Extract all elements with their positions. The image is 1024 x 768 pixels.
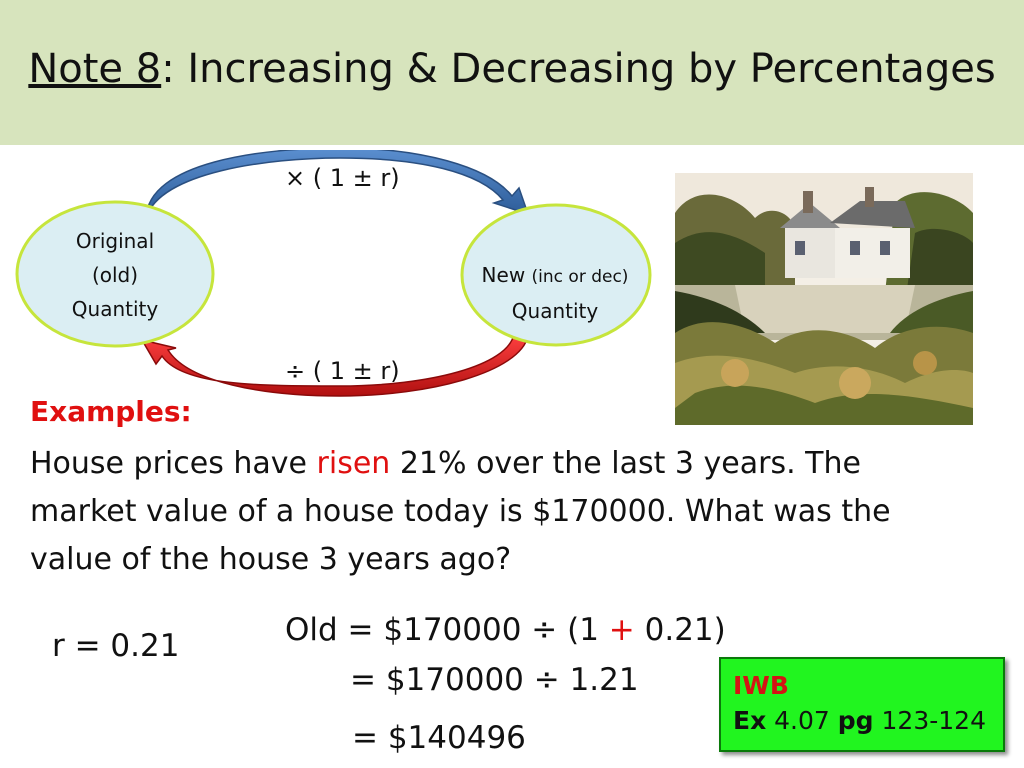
- multiply-label: × ( 1 ± r): [285, 164, 400, 192]
- problem-text-end: 21% over the last 3 years. The market va…: [30, 446, 891, 577]
- new-line-2: Quantity: [511, 299, 599, 323]
- iwb-ex-value: 4.07: [774, 706, 830, 735]
- example-problem: House prices have risen 21% over the las…: [30, 440, 950, 584]
- problem-text-start: House prices have: [30, 446, 317, 481]
- problem-risen-word: risen: [316, 446, 391, 481]
- iwb-ex-label: Ex: [733, 706, 767, 735]
- new-line-main: New: [481, 263, 526, 287]
- new-line-small: (inc or dec): [531, 267, 629, 287]
- iwb-label: IWB: [733, 671, 789, 700]
- new-quantity-oval: [460, 203, 652, 347]
- solution-answer: = $140496: [352, 720, 526, 756]
- iwb-pg-label: pg: [837, 706, 874, 735]
- percentage-cycle-diagram: [15, 150, 652, 397]
- house-painting-image: [675, 173, 973, 425]
- title-note-number: Note 8: [28, 46, 162, 92]
- solution-line-1-start: Old = $170000 ÷ (1: [285, 612, 609, 648]
- solution-line-1-end: 0.21): [634, 612, 726, 648]
- rate-value: r = 0.21: [52, 628, 180, 664]
- solution-plus-sign: +: [608, 612, 635, 648]
- solution-line-2: = $170000 ÷ 1.21: [350, 662, 639, 698]
- original-quantity-label: Original (old) Quantity: [30, 224, 200, 326]
- solution-line-1: Old = $170000 ÷ (1 + 0.21): [285, 612, 726, 648]
- examples-heading: Examples:: [30, 395, 192, 428]
- iwb-pg-value: 123-124: [881, 706, 986, 735]
- title-text: : Increasing & Decreasing by Percentages: [161, 46, 996, 92]
- title-band: [0, 0, 1024, 145]
- original-line-1: Original: [75, 229, 155, 253]
- iwb-exercise-reference: Ex 4.07 pg 123-124: [733, 703, 1003, 739]
- original-line-2: (old): [91, 263, 139, 287]
- new-quantity-label: New (inc or dec) Quantity: [460, 258, 650, 328]
- divide-label: ÷ ( 1 ± r): [285, 357, 400, 385]
- divide-arrow: [140, 333, 529, 397]
- original-quantity-oval: [15, 200, 215, 348]
- slide-title: Note 8: Increasing & Decreasing by Perce…: [0, 46, 1024, 92]
- iwb-reference-box: IWB Ex 4.07 pg 123-124: [719, 657, 1005, 752]
- original-line-3: Quantity: [71, 297, 159, 321]
